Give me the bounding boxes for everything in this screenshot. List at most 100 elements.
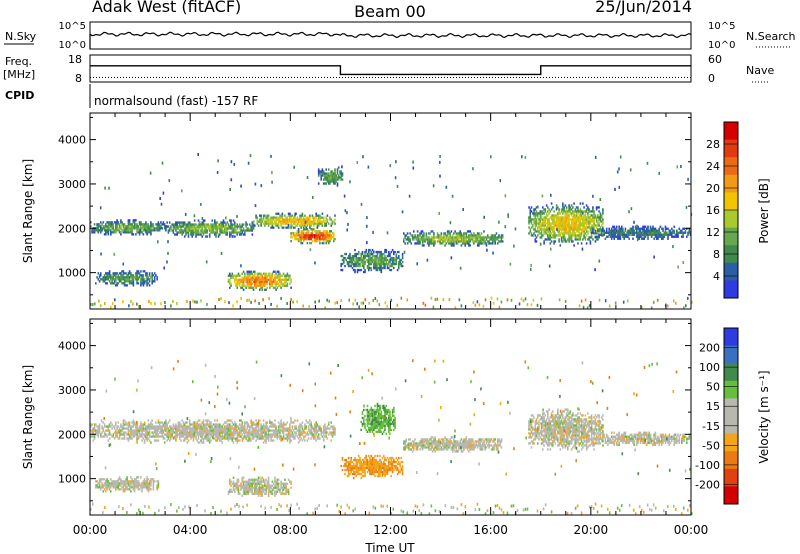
power-cells-cell-f1	[220, 223, 222, 226]
velocity-cells-cell-f0	[135, 431, 137, 434]
power-cells-cell-f7	[388, 252, 390, 256]
velocity-cells-cell-f0	[240, 429, 242, 432]
power-cells-cell-f1	[225, 225, 227, 228]
power-cells-cell-f10	[623, 231, 625, 234]
power-cells-cell-f2	[289, 220, 291, 223]
power-cells-cell-f0	[136, 229, 138, 232]
power-cells-cell-f9	[529, 210, 532, 213]
power-cells-cell-f10	[627, 231, 629, 234]
power-cells-ground-cell	[136, 302, 138, 306]
power-cells-cell-f10	[615, 227, 618, 230]
power-cells-cell-f9	[590, 214, 593, 217]
velocity-cells-cell-f0	[206, 431, 208, 434]
power-cells-cell-f7	[357, 256, 360, 260]
power-cells-cell-f1	[216, 225, 219, 228]
velocity-cells-cell-f0	[141, 435, 143, 438]
velocity-cells-cell-f0	[236, 441, 239, 444]
power-cells-cell-f9	[553, 236, 555, 239]
power-cells-ground-cell	[314, 300, 316, 304]
power-cells-cell-f5	[127, 272, 130, 275]
power-cells-cell-f1	[172, 223, 175, 226]
velocity-cells-cell-f0	[128, 435, 131, 438]
power-cells-cell-f4	[272, 278, 275, 281]
power-cells-cell-f7	[380, 268, 383, 272]
power-cells-cell-f8	[428, 240, 430, 243]
power-cells-cell-f10	[649, 227, 652, 230]
power-cells-cell-f9	[558, 230, 560, 233]
power-cells-cell-f1	[178, 225, 181, 228]
velocity-cells-cell-f0	[107, 439, 110, 442]
velocity-cells-cell-f0	[229, 427, 231, 430]
power-cells-cell-f9	[572, 218, 574, 221]
power-cells-cell-f2	[286, 216, 289, 219]
power-cells-cell-f0	[103, 227, 106, 230]
power-cells-cell-f3	[321, 232, 324, 235]
power-cells-cell-f7	[345, 252, 347, 256]
power-cells-cell-f4	[242, 270, 245, 273]
power-cells-ground-cell	[476, 300, 479, 304]
power-cells-cell-f9	[570, 224, 573, 227]
velocity-cells-cell-f0	[257, 429, 260, 432]
power-cells-cell-f3	[306, 238, 309, 241]
power-cells-cell-f3	[331, 232, 334, 235]
velocity-cells-cell-f0	[251, 425, 254, 428]
power-cells-cell-f9	[578, 210, 580, 213]
power-cells-cell-f8	[408, 236, 410, 239]
velocity-cells-cell-f0	[123, 431, 126, 434]
power-cells-cell-f0	[161, 227, 163, 230]
power-cells-cell-f9	[544, 220, 547, 223]
power-cells-cell-f7	[351, 256, 354, 260]
power-cells-cell-f8	[490, 242, 493, 245]
power-cells-cell-f9	[559, 244, 562, 247]
velocity-cells-cell-f0	[261, 435, 264, 438]
velocity-cells-cell-f0	[285, 427, 287, 430]
power-cells-noise-cell	[168, 179, 171, 182]
power-cells-cell-f9	[560, 230, 563, 233]
velocity-cells-cell-f0	[101, 427, 103, 430]
power-cells-cell-f10	[650, 233, 653, 236]
power-cells-cell-f9	[558, 232, 560, 235]
velocity-cells-cell-f0	[168, 419, 171, 422]
power-cells-cell-f10	[633, 233, 635, 236]
power-cells-cell-f9	[585, 242, 588, 245]
velocity-cells-cell-f0	[148, 423, 151, 426]
velocity-cells-cell-f0	[216, 437, 219, 440]
power-cells-cell-f7	[375, 258, 378, 262]
velocity-cells-cell-f0	[266, 427, 269, 430]
power-cells-cell-f3	[309, 242, 311, 245]
power-cells-cell-f0	[132, 219, 135, 222]
velocity-cells-cell-f0	[221, 433, 224, 436]
velocity-cells-cell-f0	[170, 435, 172, 438]
velocity-cells-cell-f0	[207, 435, 210, 438]
power-cells-cell-f9	[563, 228, 565, 231]
velocity-cells-cell-f0	[296, 435, 299, 438]
power-cells-cell-f4	[271, 280, 274, 283]
velocity-cells-cell-f0	[267, 429, 270, 432]
power-cells-cell-f9	[597, 224, 599, 227]
power-cells-cell-f4	[235, 278, 237, 281]
power-cells-cell-f1	[201, 223, 203, 226]
power-cells-ground-cell	[248, 298, 250, 302]
power-heatmap	[90, 153, 693, 310]
velocity-cells-cell-f0	[115, 429, 117, 432]
velocity-cells-cell-f0	[224, 437, 226, 440]
power-cells-cell-f7	[345, 258, 347, 262]
velocity-cells-cell-f0	[158, 431, 161, 434]
power-cells-cell-f5	[132, 282, 135, 285]
power-cells-cell-f0	[142, 223, 145, 226]
velocity-cells-cell-f0	[196, 433, 198, 436]
power-cells-cell-f2	[267, 222, 270, 225]
power-cells-cell-f9	[534, 212, 537, 215]
power-cells-cell-f1	[229, 231, 231, 234]
power-cells-cell-f1	[190, 233, 192, 236]
power-cells-cell-f4	[242, 288, 245, 291]
power-cells-cell-f9	[590, 228, 593, 231]
power-cells-cell-f9	[537, 212, 539, 215]
power-cells-cell-f5	[143, 282, 146, 285]
power-cells-cell-f3	[305, 236, 307, 239]
power-cells-noise-cell	[509, 262, 512, 266]
power-cells-cell-f10	[608, 227, 610, 230]
power-cells-cell-f0	[126, 231, 128, 234]
power-cells-cell-f2	[270, 222, 272, 225]
velocity-cells-cell-f0	[188, 427, 191, 430]
